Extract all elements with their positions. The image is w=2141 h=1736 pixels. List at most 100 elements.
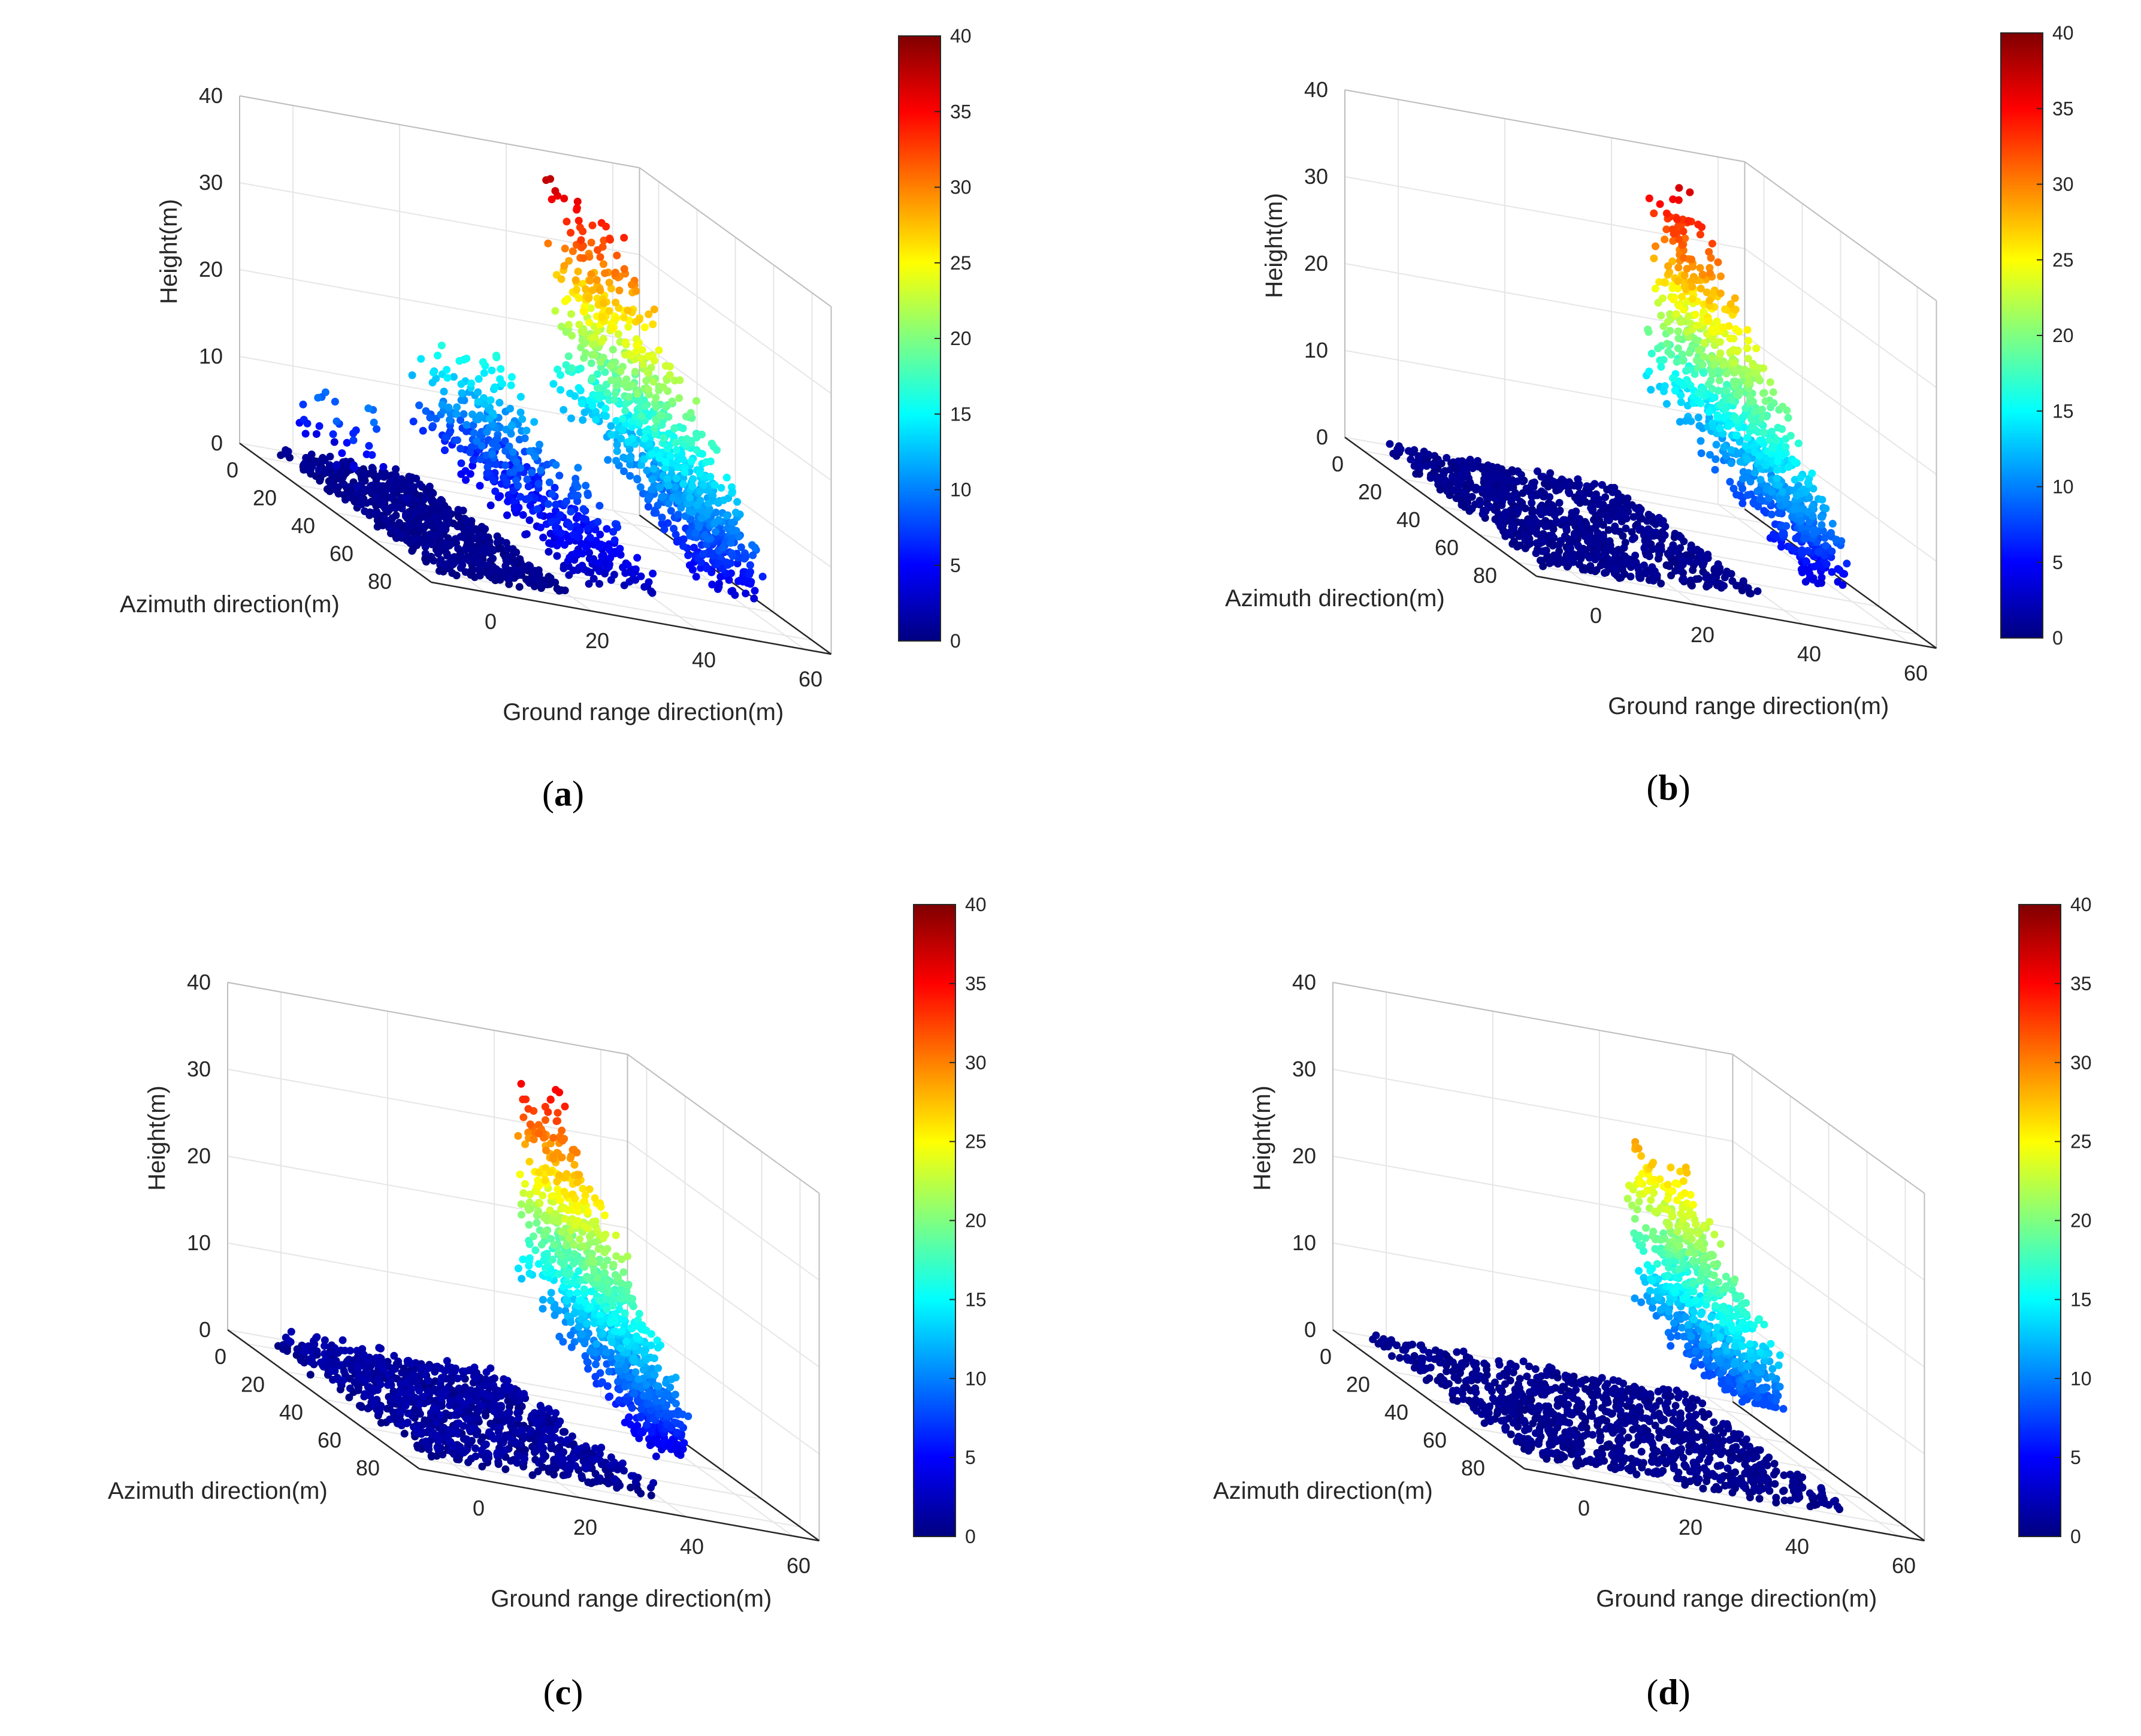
scatter-point (1674, 277, 1682, 285)
scatter-point (453, 1374, 462, 1383)
scatter-point (1647, 386, 1655, 394)
scatter-point (1426, 474, 1435, 482)
z-tick-label: 0 (211, 431, 223, 455)
scatter-point (561, 1269, 570, 1277)
colorbar-tick-label: 35 (2052, 98, 2074, 119)
scatter-point (578, 1242, 586, 1251)
scatter-point (746, 561, 754, 569)
colorbar (898, 35, 941, 642)
scatter-point (567, 310, 576, 318)
scatter-point (562, 361, 570, 369)
scatter-point (615, 286, 624, 295)
scatter-point (553, 552, 561, 560)
scatter-point (584, 491, 592, 500)
scatter-point (1415, 470, 1423, 478)
scatter-point (613, 447, 621, 455)
scatter-point (579, 1184, 587, 1193)
scatter-point (504, 1386, 512, 1394)
scatter-point (667, 464, 675, 473)
scatter-point (1827, 529, 1835, 537)
scatter-point (552, 523, 560, 531)
scatter-point (724, 561, 732, 569)
scatter-point (1692, 322, 1701, 329)
scatter-point (1660, 278, 1668, 286)
scatter-point (611, 389, 619, 398)
scatter-point (660, 434, 668, 442)
scatter-point (476, 455, 485, 464)
scatter-point (1700, 369, 1708, 377)
scatter-point (1798, 549, 1806, 557)
scatter-point (515, 583, 524, 591)
scatter-point (1711, 465, 1719, 474)
scatter-point (642, 427, 650, 435)
scatter-point (595, 542, 604, 551)
scatter-point (719, 543, 727, 552)
scatter-point (675, 394, 684, 403)
scatter-point (574, 1323, 583, 1331)
scatter-point (652, 415, 660, 424)
scatter-point (1404, 447, 1413, 455)
scatter-point (592, 416, 600, 424)
scatter-point (671, 483, 679, 491)
scatter-point (607, 376, 616, 385)
scatter-point (497, 365, 505, 373)
scatter-point (649, 320, 657, 328)
scatter-point (545, 478, 554, 486)
scatter-point (307, 1358, 315, 1366)
colorbar-tick-label: 40 (950, 25, 972, 47)
scatter-point (524, 1105, 533, 1113)
scatter-point (1710, 393, 1719, 401)
scatter-point (514, 1264, 522, 1272)
colorbar-tick-label: 15 (950, 403, 972, 425)
scatter-point (1694, 346, 1702, 355)
scatter-point (1704, 317, 1712, 325)
scatter-point (477, 549, 485, 557)
scatter-point (693, 501, 701, 509)
scatter-point (1598, 481, 1606, 489)
scatter-point (1522, 544, 1529, 552)
scatter-point (1678, 241, 1686, 249)
scatter-point (349, 430, 358, 437)
scatter-point (533, 1218, 541, 1227)
scatter-point (1700, 338, 1708, 347)
scatter-point (1664, 262, 1673, 270)
colorbar-tick-label: 5 (950, 555, 961, 576)
scatter-point (574, 384, 583, 392)
scatter-point (612, 382, 621, 390)
scatter-point (493, 443, 501, 451)
scatter-point (560, 564, 568, 573)
scatter-point (373, 509, 381, 518)
scatter-point (1818, 495, 1826, 504)
scatter-point (539, 1305, 547, 1313)
scatter-point (706, 473, 715, 481)
scatter-point (535, 1129, 543, 1138)
y-tick-label: 40 (291, 513, 315, 538)
scatter-point (620, 467, 628, 476)
scatter-point (1688, 582, 1696, 590)
scatter-point (379, 462, 388, 471)
scatter-point (455, 357, 464, 365)
scatter-point (365, 486, 374, 495)
scatter-point (600, 299, 607, 307)
scatter-point (1753, 587, 1762, 595)
scatter-point (1774, 509, 1783, 517)
scatter-point (1674, 264, 1683, 272)
scatter-point (526, 1120, 534, 1129)
scatter-point (1679, 356, 1687, 365)
scatter-point (612, 314, 621, 322)
scatter-point (350, 464, 358, 472)
scatter-point (353, 483, 361, 491)
scatter-point (516, 1171, 524, 1178)
scatter-point (557, 586, 566, 594)
x-tick-label: 20 (585, 628, 609, 653)
scatter-point (365, 441, 373, 450)
scatter-point (1677, 318, 1685, 326)
scatter-point (406, 516, 414, 524)
z-tick-label: 30 (199, 170, 223, 195)
scatter-point (650, 306, 658, 313)
scatter-point (341, 1347, 349, 1355)
scatter-point (692, 397, 700, 405)
scatter-point (1729, 359, 1738, 367)
scatter-point (440, 388, 448, 396)
